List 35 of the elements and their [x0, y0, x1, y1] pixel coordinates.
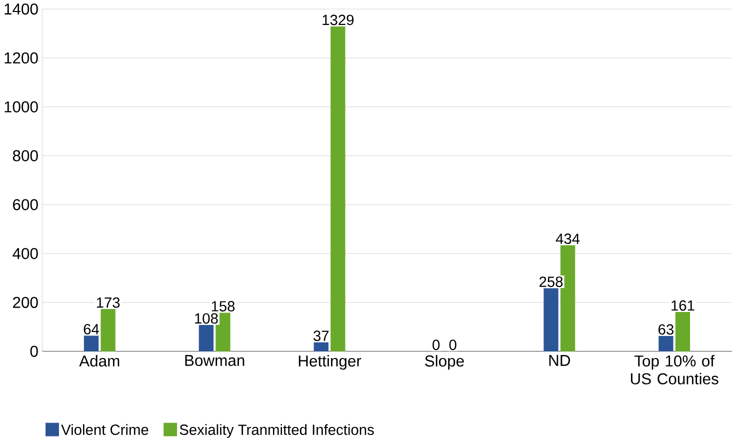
x-tick-label: Slope [425, 355, 464, 370]
bar [675, 312, 690, 352]
bar [314, 342, 328, 352]
data-label: 158 [212, 301, 235, 312]
data-label: 1329 [322, 14, 354, 26]
bar [658, 336, 674, 352]
bar [330, 26, 346, 352]
bar [84, 336, 99, 352]
data-label: 63 [658, 324, 674, 335]
data-label: 173 [96, 298, 120, 308]
data-label: 0 [432, 340, 440, 350]
data-label: 0 [449, 340, 456, 350]
data-label: 64 [84, 324, 99, 335]
y-tick-label: 200 [13, 297, 38, 308]
y-tick-label: 1200 [4, 52, 38, 64]
legend-label: Violent Crime [61, 424, 148, 436]
bar [544, 288, 558, 352]
x-tick-label: Adam [79, 355, 120, 367]
y-tick-label: 1400 [4, 4, 38, 15]
data-label: 37 [314, 330, 329, 342]
data-label: 434 [556, 234, 580, 244]
y-tick-label: 1000 [4, 101, 38, 113]
x-tick-label: Hettinger [298, 355, 362, 370]
y-tick-label: 600 [13, 199, 38, 210]
bar [100, 309, 116, 352]
y-tick-label: 800 [12, 150, 38, 162]
legend-label: Sexiality Tranmitted Infections [180, 424, 374, 438]
data-label: 258 [540, 276, 563, 288]
x-tick-label: Top 10% of US Counties [630, 355, 718, 385]
data-label: 161 [672, 300, 694, 311]
y-tick-label: 0 [30, 346, 38, 358]
x-tick-label: ND [549, 355, 570, 366]
data-label: 108 [195, 313, 218, 324]
x-tick-label: Bowman [185, 355, 244, 366]
y-tick-label: 400 [12, 248, 38, 260]
